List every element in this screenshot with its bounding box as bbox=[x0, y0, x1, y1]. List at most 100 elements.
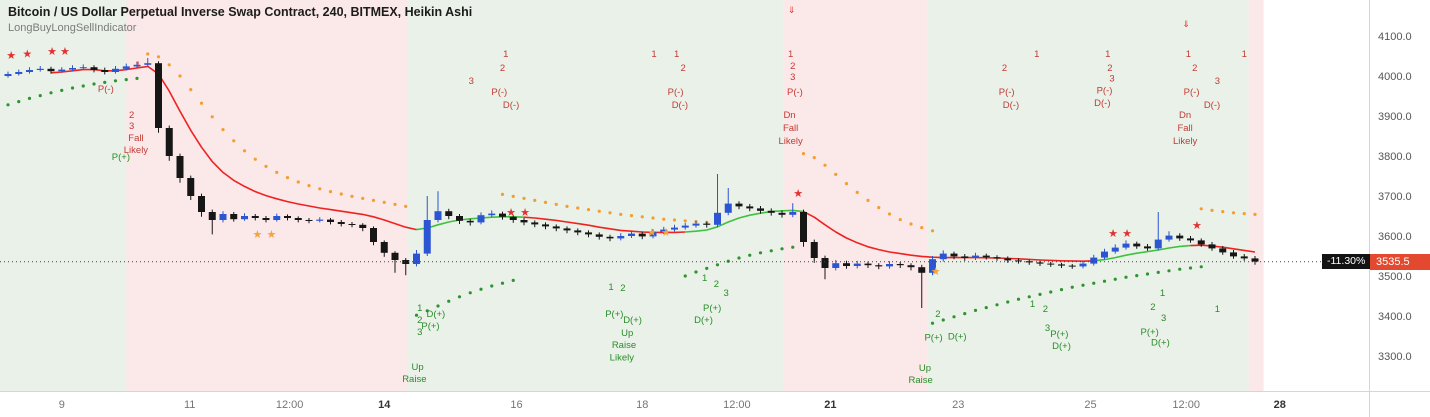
candle-down bbox=[208, 212, 216, 220]
signal-arrow-icon: ⇓ bbox=[788, 5, 796, 15]
signal-label: 1 bbox=[674, 49, 679, 60]
sar-dot-orange bbox=[844, 182, 849, 186]
signal-label: 3 bbox=[129, 121, 134, 132]
signal-star-red-icon: ★ bbox=[6, 50, 16, 62]
signal-label: 3 bbox=[790, 72, 795, 83]
sar-dot-green bbox=[1188, 266, 1193, 270]
candle-up bbox=[832, 263, 840, 268]
price-axis[interactable] bbox=[1369, 0, 1430, 391]
sar-dot-orange bbox=[285, 176, 290, 180]
time-axis-label[interactable]: 12:00 bbox=[723, 399, 751, 411]
signal-label: P(-) bbox=[787, 87, 803, 98]
sar-dot-green bbox=[135, 76, 139, 80]
candle-down bbox=[907, 265, 915, 268]
sar-dot-orange bbox=[328, 190, 333, 194]
time-axis-label[interactable]: 16 bbox=[510, 399, 522, 411]
sar-dot-orange bbox=[178, 74, 182, 78]
time-axis[interactable] bbox=[0, 391, 1430, 417]
signal-label: 2 bbox=[620, 283, 625, 294]
sar-dot-green bbox=[780, 247, 784, 251]
candle-down bbox=[542, 224, 549, 227]
candle-down bbox=[821, 258, 829, 268]
price-axis-label: 4000.0 bbox=[1378, 71, 1412, 83]
candle-up bbox=[122, 66, 130, 69]
candle-down bbox=[370, 228, 377, 242]
sar-dot-green bbox=[1102, 279, 1107, 283]
signal-label: 1 bbox=[788, 49, 793, 60]
candle-up bbox=[69, 68, 76, 70]
signal-label: 3 bbox=[723, 288, 728, 299]
signal-label: D(+) bbox=[1052, 341, 1071, 352]
sar-dot-green bbox=[479, 287, 483, 291]
time-axis-label[interactable]: 23 bbox=[952, 399, 964, 411]
chart-surface[interactable] bbox=[0, 0, 1369, 391]
signal-label: 2 bbox=[417, 315, 422, 326]
candle-up bbox=[853, 263, 861, 266]
signal-label: P(+) bbox=[1050, 329, 1068, 340]
sar-dot-orange bbox=[640, 215, 644, 219]
signal-star-orange-icon: ★ bbox=[647, 227, 657, 239]
signal-label: 1 bbox=[1242, 49, 1247, 60]
time-axis-label[interactable]: 21 bbox=[824, 399, 836, 411]
sar-dot-orange bbox=[1221, 210, 1225, 214]
time-axis-label[interactable]: 18 bbox=[636, 399, 648, 411]
candle-down bbox=[1004, 258, 1012, 261]
signal-label: P(+) bbox=[421, 321, 439, 332]
sar-dot-green bbox=[930, 321, 935, 325]
time-axis-label[interactable]: 12:00 bbox=[276, 399, 304, 411]
time-axis-label[interactable]: 28 bbox=[1274, 399, 1286, 411]
candle-down bbox=[563, 228, 571, 231]
sar-dot-green bbox=[694, 270, 698, 274]
price-axis-label: 3600.0 bbox=[1378, 231, 1412, 243]
signal-label: Up bbox=[919, 363, 931, 374]
candle-up bbox=[692, 223, 700, 226]
time-axis-label[interactable]: 11 bbox=[184, 399, 195, 411]
signal-label: Raise bbox=[402, 374, 426, 385]
sar-dot-orange bbox=[1231, 211, 1236, 215]
sar-dot-orange bbox=[608, 211, 612, 215]
sar-dot-orange bbox=[156, 55, 161, 59]
candle-down bbox=[509, 216, 517, 220]
candle-down bbox=[1230, 252, 1237, 257]
signal-label: P(-) bbox=[1184, 87, 1200, 98]
sar-dot-orange bbox=[866, 198, 870, 202]
sar-dot-orange bbox=[565, 204, 569, 208]
ma-line-green bbox=[685, 209, 804, 233]
candle-down bbox=[47, 68, 55, 72]
signal-label: D(+) bbox=[426, 309, 445, 320]
sar-dot-green bbox=[715, 263, 720, 267]
sar-dot-green bbox=[1156, 270, 1160, 274]
time-axis-label[interactable]: 25 bbox=[1084, 399, 1096, 411]
signal-star-orange-icon: ★ bbox=[266, 229, 276, 241]
time-axis-label[interactable]: 12:00 bbox=[1172, 399, 1200, 411]
sar-dot-green bbox=[17, 100, 21, 104]
candle-up bbox=[649, 232, 657, 237]
candle-down bbox=[155, 63, 162, 129]
candle-up bbox=[112, 68, 119, 72]
candle-down bbox=[1068, 265, 1076, 267]
sar-dot-orange bbox=[683, 219, 687, 223]
sar-dot-green bbox=[1070, 285, 1074, 289]
uptrend-band bbox=[0, 0, 133, 391]
candle-down bbox=[499, 213, 506, 217]
time-axis-label[interactable]: 9 bbox=[59, 399, 65, 411]
candle-up bbox=[660, 229, 668, 232]
signal-label: P(-) bbox=[98, 84, 114, 95]
uptrend-band bbox=[927, 0, 1249, 391]
sar-dot-green bbox=[1092, 281, 1096, 285]
time-axis-label[interactable]: 14 bbox=[378, 399, 391, 411]
candle-up bbox=[273, 216, 281, 220]
candle-up bbox=[144, 63, 152, 65]
signal-star-red-icon: ★ bbox=[506, 207, 516, 219]
sar-dot-orange bbox=[146, 52, 150, 56]
sar-dot-orange bbox=[382, 200, 386, 204]
signal-label: 1 bbox=[1186, 49, 1191, 60]
signal-star-red-icon: ★ bbox=[793, 188, 803, 200]
sar-dot-orange bbox=[199, 101, 204, 105]
sar-dot-green bbox=[425, 309, 429, 313]
sar-dot-orange bbox=[909, 222, 913, 226]
sar-dot-orange bbox=[672, 218, 677, 222]
candle-down bbox=[294, 218, 302, 220]
candle-down bbox=[606, 236, 614, 239]
